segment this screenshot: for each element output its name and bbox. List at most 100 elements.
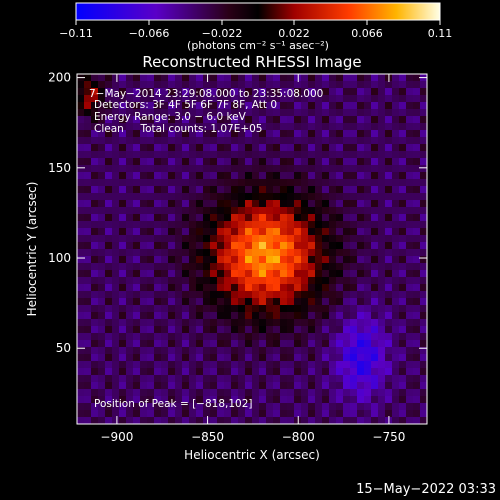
heatmap-cell bbox=[378, 193, 386, 201]
heatmap-cell bbox=[364, 319, 372, 327]
heatmap-cell bbox=[161, 81, 169, 89]
heatmap-cell bbox=[364, 214, 372, 222]
heatmap-cell bbox=[406, 333, 414, 341]
heatmap-cell bbox=[308, 193, 316, 201]
heatmap-cell bbox=[182, 179, 190, 187]
heatmap-cell bbox=[252, 74, 260, 82]
heatmap-cell bbox=[168, 235, 176, 243]
heatmap-cell bbox=[161, 403, 169, 411]
heatmap-cell bbox=[392, 382, 400, 390]
heatmap-cell bbox=[175, 382, 183, 390]
heatmap-cell bbox=[378, 74, 386, 82]
heatmap-cell bbox=[399, 396, 407, 404]
heatmap-cell bbox=[245, 88, 253, 96]
heatmap-cell bbox=[287, 361, 295, 369]
heatmap-cell bbox=[259, 277, 267, 285]
heatmap-cell bbox=[413, 242, 421, 250]
heatmap-cell bbox=[392, 172, 400, 180]
heatmap-cell bbox=[350, 361, 358, 369]
heatmap-cell bbox=[245, 305, 253, 313]
heatmap-cell bbox=[364, 417, 372, 424]
heatmap-cell bbox=[371, 123, 379, 131]
heatmap-cell bbox=[280, 305, 288, 313]
heatmap-cell bbox=[280, 270, 288, 278]
heatmap-cell bbox=[126, 88, 134, 96]
heatmap-cell bbox=[294, 375, 302, 383]
heatmap-cell bbox=[147, 193, 155, 201]
heatmap-cell bbox=[168, 172, 176, 180]
heatmap-cell bbox=[112, 165, 120, 173]
heatmap-cell bbox=[343, 179, 351, 187]
heatmap-cell bbox=[119, 74, 127, 82]
heatmap-cell bbox=[329, 158, 337, 166]
heatmap-cell bbox=[301, 109, 309, 117]
heatmap-cell bbox=[252, 298, 260, 306]
heatmap-cell bbox=[287, 333, 295, 341]
heatmap-cell bbox=[161, 256, 169, 264]
heatmap-cell bbox=[315, 284, 323, 292]
heatmap-cell bbox=[175, 319, 183, 327]
heatmap-cell bbox=[203, 312, 211, 320]
heatmap-cell bbox=[252, 375, 260, 383]
heatmap-cell bbox=[196, 179, 204, 187]
heatmap-cell bbox=[217, 333, 225, 341]
heatmap-cell bbox=[259, 249, 267, 257]
heatmap-cell bbox=[84, 305, 92, 313]
heatmap-cell bbox=[126, 193, 134, 201]
heatmap-cell bbox=[350, 417, 358, 424]
heatmap-cell bbox=[266, 249, 274, 257]
heatmap-cell bbox=[224, 151, 232, 159]
heatmap-cell bbox=[245, 172, 253, 180]
heatmap-cell bbox=[189, 291, 197, 299]
heatmap-cell bbox=[301, 179, 309, 187]
heatmap-cell bbox=[140, 123, 148, 131]
heatmap-cell bbox=[133, 74, 141, 82]
heatmap-cell bbox=[126, 242, 134, 250]
heatmap-cell bbox=[175, 116, 183, 124]
heatmap-cell bbox=[371, 242, 379, 250]
heatmap-cell bbox=[329, 389, 337, 397]
heatmap-cell bbox=[126, 186, 134, 194]
heatmap-cell bbox=[350, 375, 358, 383]
heatmap-cell bbox=[196, 242, 204, 250]
heatmap-cell bbox=[420, 81, 427, 89]
heatmap-cell bbox=[196, 256, 204, 264]
heatmap-cell bbox=[217, 102, 225, 110]
heatmap-cell bbox=[336, 249, 344, 257]
heatmap-cell bbox=[273, 333, 281, 341]
heatmap-cell bbox=[315, 144, 323, 152]
heatmap-cell bbox=[189, 249, 197, 257]
heatmap-cell bbox=[350, 172, 358, 180]
heatmap-cell bbox=[406, 382, 414, 390]
heatmap-cell bbox=[203, 200, 211, 208]
heatmap-cell bbox=[91, 88, 99, 96]
heatmap-cell bbox=[161, 228, 169, 236]
heatmap-cell bbox=[98, 109, 106, 117]
heatmap-cell bbox=[126, 214, 134, 222]
heatmap-cell bbox=[238, 396, 246, 404]
heatmap-cell bbox=[350, 207, 358, 215]
heatmap-cell bbox=[91, 291, 99, 299]
heatmap-cell bbox=[126, 263, 134, 271]
heatmap-cell bbox=[112, 193, 120, 201]
heatmap-cell bbox=[98, 130, 106, 138]
heatmap-cell bbox=[154, 298, 162, 306]
heatmap-cell bbox=[182, 123, 190, 131]
heatmap-cell bbox=[182, 165, 190, 173]
heatmap-cell bbox=[308, 158, 316, 166]
heatmap-cell bbox=[84, 389, 92, 397]
heatmap-cell bbox=[252, 95, 260, 103]
heatmap-cell bbox=[105, 319, 113, 327]
heatmap-cell bbox=[140, 347, 148, 355]
heatmap-cell bbox=[336, 361, 344, 369]
heatmap-cell bbox=[196, 326, 204, 334]
heatmap-cell bbox=[84, 270, 92, 278]
heatmap-cell bbox=[357, 368, 365, 376]
heatmap-cell bbox=[238, 179, 246, 187]
heatmap-cell bbox=[189, 165, 197, 173]
heatmap-cell bbox=[77, 340, 85, 348]
heatmap-cell bbox=[91, 403, 99, 411]
heatmap-cell bbox=[182, 354, 190, 362]
heatmap-cell bbox=[154, 340, 162, 348]
heatmap-cell bbox=[420, 235, 427, 243]
